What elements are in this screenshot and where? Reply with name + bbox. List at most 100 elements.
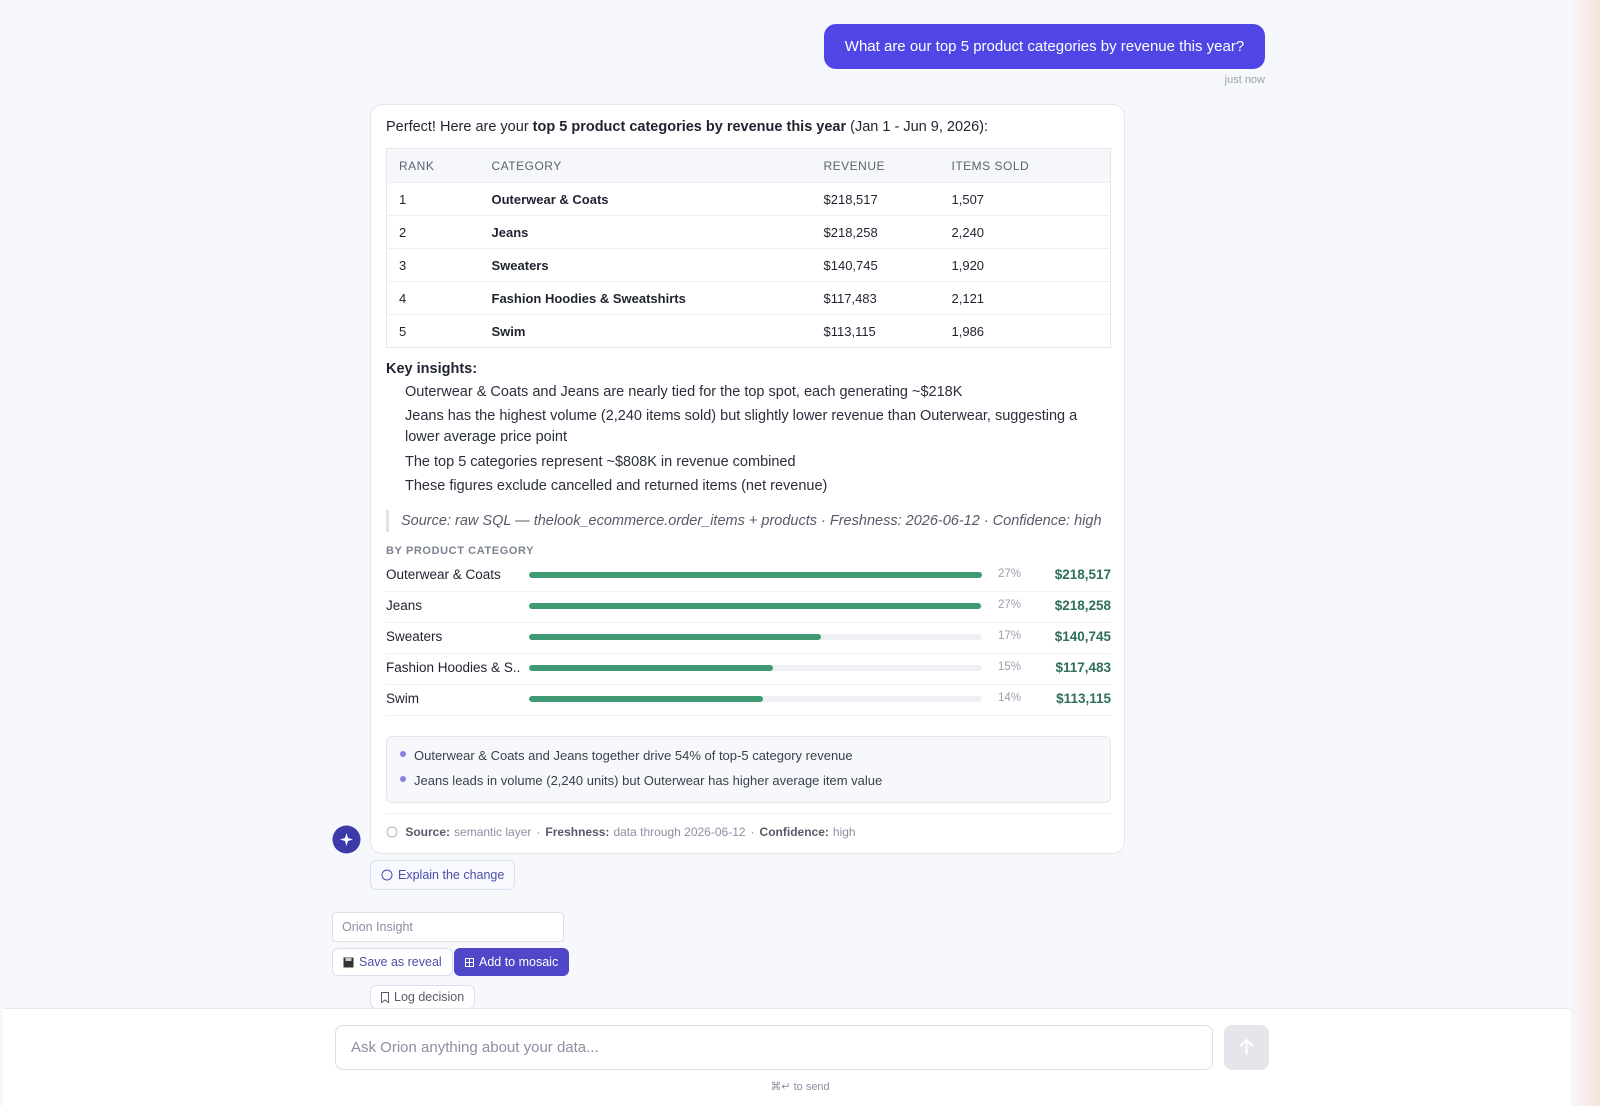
value-label: $218,517 [1054,567,1111,582]
chat-input[interactable]: Ask Orion anything about your data... [335,1025,1213,1070]
value-label: $113,115 [1056,691,1111,706]
footer-label: Source: [405,825,451,839]
value-label: $140,745 [1054,629,1111,644]
share-label: 15% [997,661,1021,673]
bar [529,665,773,671]
table-cell: 2,121 [939,281,1111,315]
table-row: 2 Jeans $218,258 2,240 [386,215,1111,249]
category-label: Jeans [386,598,423,613]
table-cell: $117,483 [811,281,940,315]
value-label: $218,258 [1054,598,1111,613]
chart-row: Swim 14% $113,115 [386,685,1111,716]
grid-icon [465,957,474,967]
note-bullet [400,751,406,757]
table-row: 4 Fashion Hoodies & Sweatshirts $117,483 2,… [386,281,1111,315]
insight: The top 5 categories represent ~$808K in… [405,454,796,470]
log-button[interactable]: Log decision [370,985,476,1009]
save-icon [343,957,354,967]
intro-text: Perfect! Here are your [386,119,533,135]
table-cell: $218,258 [811,215,940,249]
chart-row: Fashion Hoodies & S... 15% $117,483 [386,654,1111,685]
share-label: 27% [997,568,1021,580]
insight: Jeans has the highest volume (2,240 item… [405,408,1078,445]
table-cell: 5 [386,314,480,348]
separator: · [750,825,755,839]
column-header: RANK [386,148,480,183]
help-icon [381,869,393,881]
table-row: 5 Swim $113,115 1,986 [386,314,1111,348]
save-button[interactable]: Save as reveal [332,948,453,976]
title-input[interactable]: Orion Insight [332,912,564,942]
chart-row: Outerwear & Coats 27% $218,517 [386,561,1111,592]
table-row: 1 Outerwear & Coats $218,517 1,507 [386,182,1111,216]
source-quote: Source: raw SQL — thelook_ecommerce.orde… [386,510,1102,532]
table-cell: Jeans [479,215,812,249]
info-icon [386,826,398,838]
table-cell: 1 [386,182,480,216]
share-label: 27% [997,599,1021,611]
table-cell: $113,115 [811,314,940,348]
table-cell: 4 [386,281,480,315]
button-label: Save as reveal [359,955,442,969]
intro-text: (Jan 1 - Jun 9, 2026): [846,119,988,135]
share-label: 14% [997,692,1021,704]
bar [529,572,982,578]
value-label: $117,483 [1055,660,1111,675]
response-card: Perfect! Here are your top 5 product cat… [370,104,1125,854]
insights-title: Key insights: [386,361,478,377]
message-time: just now [1224,74,1265,86]
bar [529,634,821,640]
bookmark-icon [381,991,389,1003]
table-cell: 2 [386,215,480,249]
intro: Perfect! Here are your top 5 product cat… [386,119,988,135]
table-cell: 1,507 [939,182,1111,216]
table-cell: Sweaters [479,248,812,282]
user-message: What are our top 5 product categories by… [824,24,1265,69]
insight: These figures exclude cancelled and retu… [405,478,828,494]
table-row: 3 Sweaters $140,745 1,920 [386,248,1111,282]
mosaic-button[interactable]: Add to mosaic [454,948,570,976]
table-cell: 3 [386,248,480,282]
note: Outerwear & Coats and Jeans together dri… [414,748,853,763]
category-label: Sweaters [386,629,443,644]
footer-label: Freshness: [545,825,610,839]
bar [529,696,764,702]
table-cell: Swim [479,314,812,348]
send-hint: ⌘↵ to send [770,1081,830,1093]
chart-row: Sweaters 17% $140,745 [386,623,1111,654]
table-cell: 2,240 [939,215,1111,249]
assistant-avatar [332,825,361,854]
chart-row: Jeans 27% $218,258 [386,592,1111,623]
share-label: 17% [997,630,1021,642]
send-button[interactable] [1224,1025,1269,1070]
table-cell: 1,986 [939,314,1111,348]
category-label: Fashion Hoodies & S... [386,660,521,675]
separator: · [536,825,541,839]
table-cell: $140,745 [811,248,940,282]
table-cell: $218,517 [811,182,940,216]
button-label: Explain the change [398,868,505,882]
note-bullet [400,776,406,782]
footer-value: high [832,825,856,839]
footer-value: data through 2026-06-12 [613,825,746,839]
table-cell: 1,920 [939,248,1111,282]
table-cell: Outerwear & Coats [479,182,812,216]
insight: Outerwear & Coats and Jeans are nearly t… [405,384,963,400]
button-label: Add to mosaic [479,955,559,969]
table-cell: Fashion Hoodies & Sweatshirts [479,281,812,315]
column-header: ITEMS SOLD [939,148,1111,183]
footer-label: Confidence: [759,825,829,839]
category-label: Outerwear & Coats [386,567,501,582]
bar [529,603,982,609]
results-table: RANK CATEGORY REVENUE ITEMS SOLD 1 Outerwear … [386,148,1111,348]
source-footer: Source: semantic layer · Freshness: data thr… [386,813,1111,839]
explain-button[interactable]: Explain the change [370,860,516,890]
column-header: CATEGORY [479,148,812,183]
footer-value: semantic layer [454,825,532,839]
category-label: Swim [386,691,419,706]
button-label: Log decision [394,990,465,1004]
column-header: REVENUE [811,148,940,183]
notes-box: Outerwear & Coats and Jeans together dri… [386,736,1111,803]
note: Jeans leads in volume (2,240 units) but … [414,773,883,788]
